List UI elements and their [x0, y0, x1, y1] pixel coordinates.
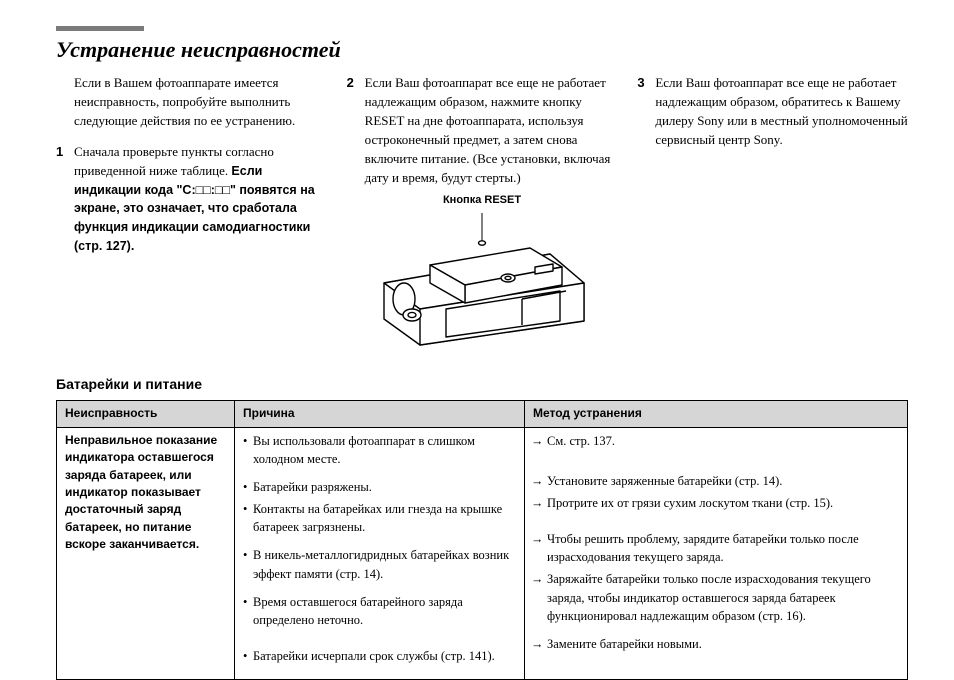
cause-item: Вы использовали фотоаппарат в слишком хо…	[243, 432, 516, 468]
table-row: Неправильное показание индикатора оставш…	[57, 427, 908, 679]
th-cause: Причина	[235, 401, 525, 427]
col-1: Если в Вашем фотоаппарате имеется неиспр…	[56, 74, 327, 354]
step-3-text: Если Ваш фотоаппарат все еще не работает…	[655, 75, 907, 147]
cell-symptom: Неправильное показание индикатора оставш…	[57, 427, 235, 679]
troubleshooting-table: Неисправность Причина Метод устранения Н…	[56, 400, 908, 680]
reset-button-label: Кнопка RESET	[347, 193, 618, 209]
step-3: 3 Если Ваш фотоаппарат все еще не работа…	[637, 74, 908, 149]
col-3: 3 Если Ваш фотоаппарат все еще не работа…	[637, 74, 908, 354]
th-symptom: Неисправность	[57, 401, 235, 427]
th-fix: Метод устранения	[525, 401, 908, 427]
top-rule	[56, 26, 144, 31]
step-1-number: 1	[56, 143, 63, 162]
cell-cause: Вы использовали фотоаппарат в слишком хо…	[235, 427, 525, 679]
step-2-number: 2	[347, 74, 354, 93]
fix-item: Чтобы решить проблему, зарядите батарейк…	[533, 530, 899, 566]
cause-item: В никель-металлогидридных батарейках воз…	[243, 546, 516, 582]
col-2: 2 Если Ваш фотоаппарат все еще не работа…	[347, 74, 618, 354]
step-3-number: 3	[637, 74, 644, 93]
cause-item: Батарейки разряжены.	[243, 478, 516, 496]
fix-item: Заряжайте батарейки только после израсхо…	[533, 570, 899, 624]
cell-fix: См. стр. 137. Установите заряженные бата…	[525, 427, 908, 679]
fix-item: Замените батарейки новыми.	[533, 635, 899, 653]
fix-item: Протрите их от грязи сухим лоскутом ткан…	[533, 494, 899, 512]
fix-item: Установите заряженные батарейки (стр. 14…	[533, 472, 899, 490]
columns: Если в Вашем фотоаппарате имеется неиспр…	[56, 74, 908, 354]
cause-item: Контакты на батарейках или гнезда на кры…	[243, 500, 516, 536]
step-2: 2 Если Ваш фотоаппарат все еще не работа…	[347, 74, 618, 187]
cause-item: Время оставшегося батарейного заряда опр…	[243, 593, 516, 629]
step-1: 1 Сначала проверьте пункты согласно прив…	[56, 143, 327, 256]
intro-text: Если в Вашем фотоаппарате имеется неиспр…	[56, 74, 327, 131]
cause-item: Батарейки исчерпали срок службы (стр. 14…	[243, 647, 516, 665]
step-2-text: Если Ваш фотоаппарат все еще не работает…	[365, 75, 611, 184]
fix-item: См. стр. 137.	[533, 432, 899, 450]
page-title: Устранение неисправностей	[56, 37, 908, 62]
section-heading: Батарейки и питание	[56, 374, 908, 394]
camera-illustration	[347, 213, 618, 354]
